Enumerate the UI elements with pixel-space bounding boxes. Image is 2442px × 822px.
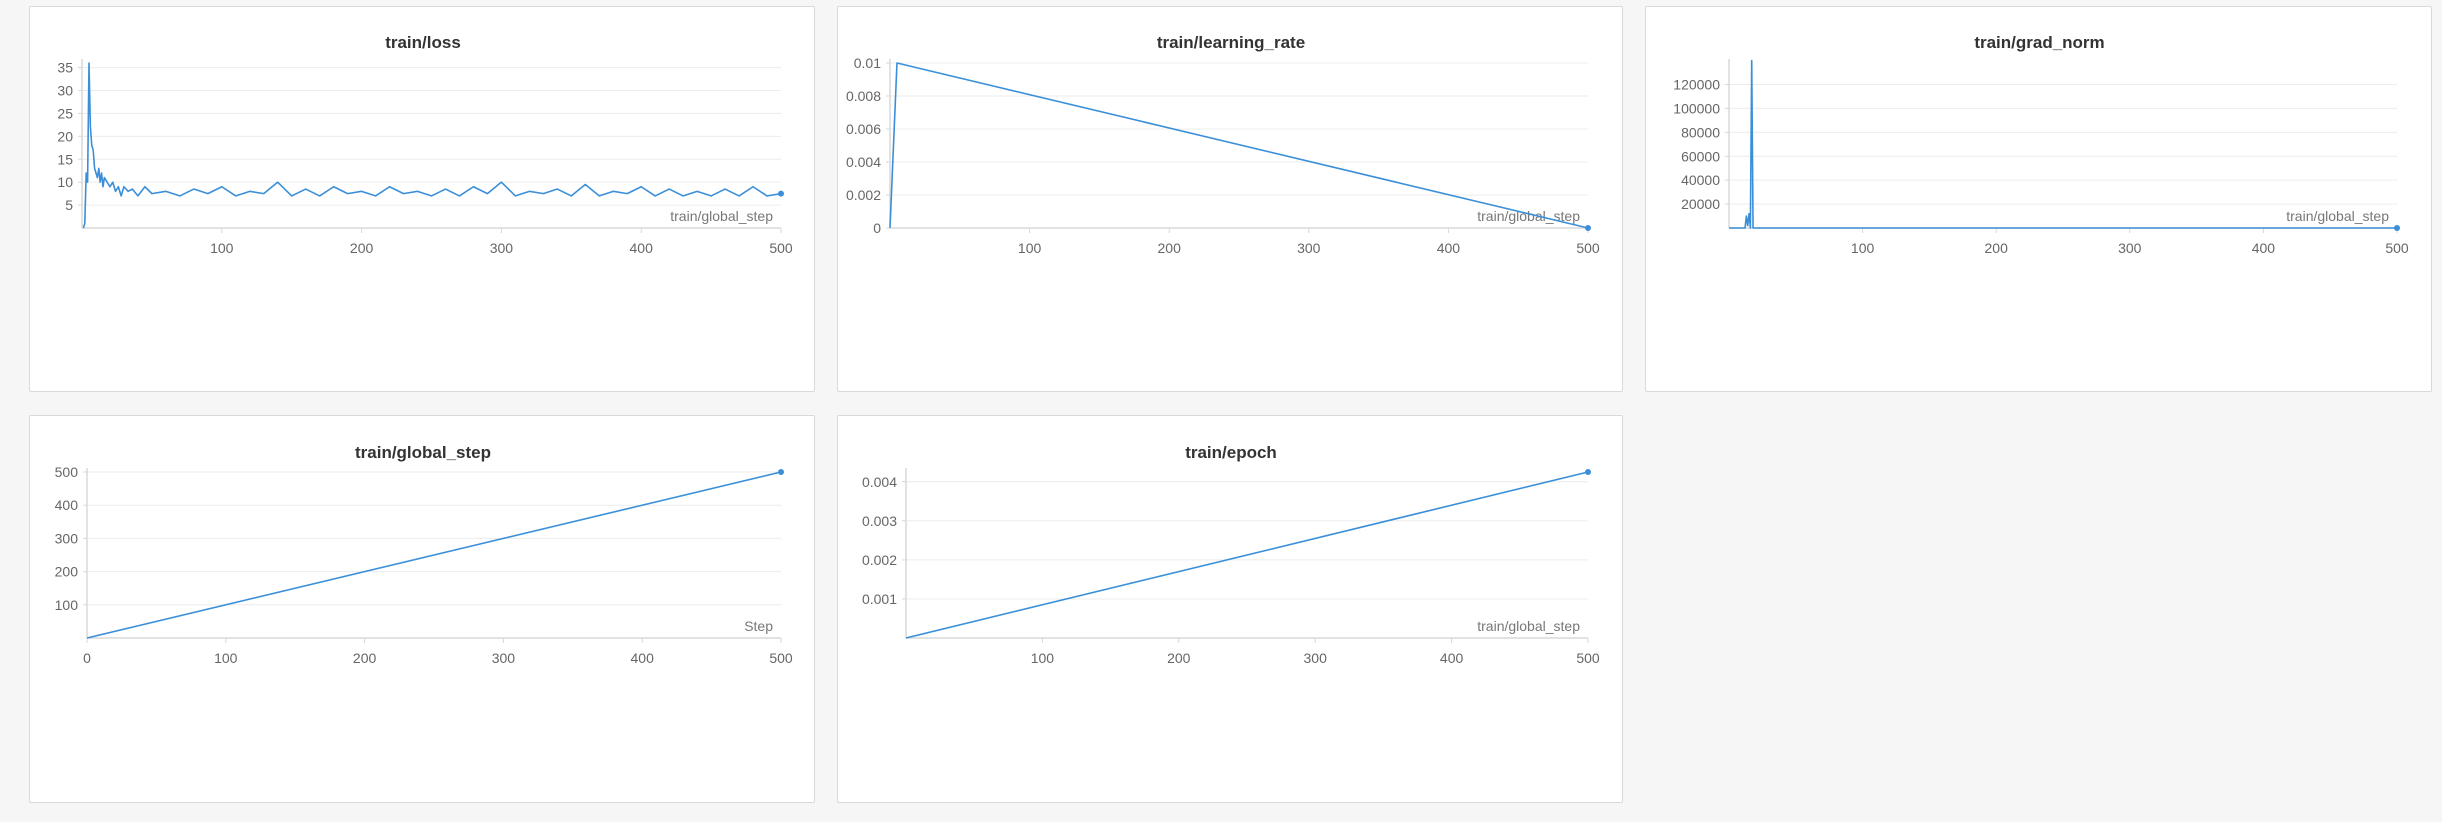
chart-train-learning-rate: train/learning_rate 0 0.002 0.004 0.006 0.008… [846,33,1600,256]
y-tick-label: 0 [873,220,881,236]
x-tick-label: 500 [769,240,793,256]
chart-panel-train-learning-rate[interactable]: train/learning_rate 0 0.002 0.004 0.006 0.008… [837,6,1623,392]
y-tick-label: 40000 [1681,172,1720,188]
chart-train-loss: train/loss 5 10 15 20 25 30 35 100 200 300 400 500 tr… [57,33,793,256]
y-tick-label: 25 [57,105,73,121]
y-tick-label: 30 [57,83,73,99]
y-tick-label: 20000 [1681,196,1720,212]
x-tick-label: 100 [1018,240,1042,256]
x-tick-label: 400 [2252,240,2276,256]
y-tick-label: 500 [55,464,79,480]
chart-panel-train-loss[interactable]: train/loss 5 10 15 20 25 30 35 100 200 300 400 500 tr… [29,6,815,392]
y-tick-label: 20 [57,128,73,144]
x-tick-label: 500 [2385,240,2409,256]
x-tick-label: 200 [350,240,374,256]
y-tick-label: 0.004 [846,154,881,170]
x-tick-label: 200 [1985,240,2009,256]
x-tick-label: 100 [214,650,238,666]
chart-title: train/grad_norm [1974,33,2104,52]
x-tick-label: 200 [353,650,377,666]
y-tick-label: 100 [55,597,79,613]
chart-train-global-step: train/global_step 100 200 300 400 500 0 100 200 3… [55,443,793,666]
x-tick-label: 300 [492,650,516,666]
series-end-point [1585,225,1591,231]
y-tick-label: 0.008 [846,88,881,104]
chart-train-epoch: train/epoch 0.001 0.002 0.003 0.004 100 200 300… [862,443,1600,666]
x-axis-label: Step [744,618,773,634]
y-tick-label: 10 [57,174,73,190]
x-tick-label: 500 [769,650,793,666]
x-tick-label: 100 [1851,240,1875,256]
x-axis-label: train/global_step [1477,618,1580,634]
y-tick-label: 0.004 [862,474,897,490]
chart-panel-train-global-step[interactable]: train/global_step 100 200 300 400 500 0 100 200 3… [29,415,815,803]
y-tick-label: 15 [57,151,73,167]
x-tick-label: 400 [1437,240,1461,256]
y-tick-label: 120000 [1673,77,1720,93]
x-tick-label: 300 [1304,650,1328,666]
series-end-point [2394,225,2400,231]
x-tick-label: 400 [1440,650,1464,666]
x-axis-label: train/global_step [670,208,773,224]
x-tick-label: 300 [2118,240,2142,256]
chart-title: train/global_step [355,443,491,462]
x-tick-label: 300 [490,240,514,256]
chart-panel-train-epoch[interactable]: train/epoch 0.001 0.002 0.003 0.004 100 200 300… [837,415,1623,803]
x-tick-label: 500 [1576,240,1600,256]
series-line [82,62,782,229]
series-end-point [778,190,784,197]
x-tick-label: 400 [631,650,655,666]
chart-title: train/loss [385,33,461,52]
chart-title: train/epoch [1185,443,1277,462]
y-tick-label: 5 [65,197,73,213]
y-tick-label: 0.003 [862,513,897,529]
y-tick-label: 0.01 [854,55,881,71]
x-tick-label: 300 [1297,240,1321,256]
y-tick-label: 35 [57,60,73,76]
y-tick-label: 200 [55,564,79,580]
x-tick-label: 100 [1031,650,1055,666]
series-end-point [1585,469,1591,475]
x-tick-label: 200 [1158,240,1182,256]
chart-panel-train-grad-norm[interactable]: train/grad_norm 20000 40000 60000 80000 10000… [1645,6,2432,392]
y-tick-label: 400 [55,497,79,513]
x-tick-label: 0 [83,650,91,666]
series-line [889,62,1589,229]
x-tick-label: 400 [630,240,654,256]
x-axis-label: train/global_step [2286,208,2389,224]
x-tick-label: 200 [1167,650,1191,666]
y-tick-label: 60000 [1681,148,1720,164]
series-line [1729,59,2397,229]
chart-train-grad-norm: train/grad_norm 20000 40000 60000 80000 10000… [1673,33,2409,256]
y-tick-label: 80000 [1681,124,1720,140]
y-tick-label: 100000 [1673,100,1720,116]
chart-title: train/learning_rate [1157,33,1305,52]
series-end-point [778,469,784,475]
y-tick-label: 300 [55,530,79,546]
y-tick-label: 0.002 [846,187,881,203]
series-line [905,471,1589,639]
x-axis-label: train/global_step [1477,208,1580,224]
x-tick-label: 500 [1576,650,1600,666]
y-tick-label: 0.006 [846,121,881,137]
x-tick-label: 100 [210,240,234,256]
y-tick-label: 0.001 [862,591,897,607]
y-tick-label: 0.002 [862,552,897,568]
series-line [86,471,782,639]
